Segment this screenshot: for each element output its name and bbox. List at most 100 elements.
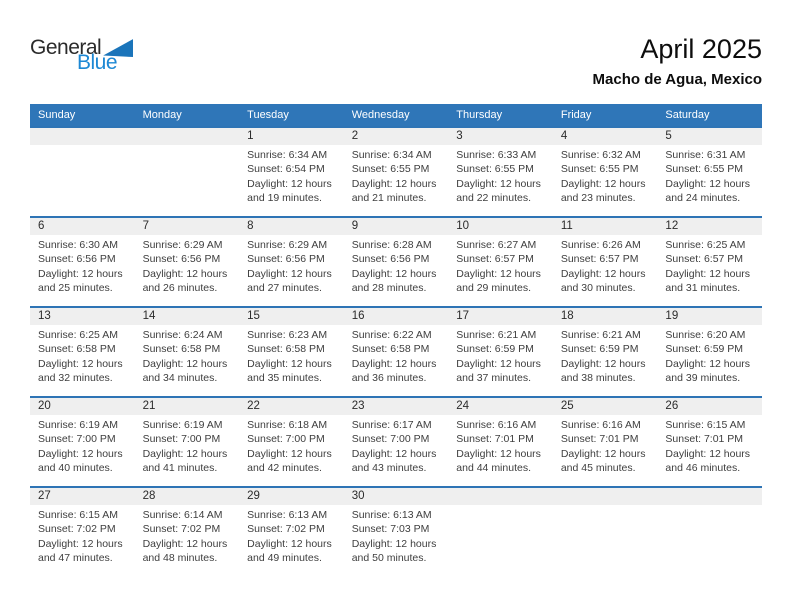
day-info: Sunrise: 6:32 AM Sunset: 6:55 PM Daylight:… [553,145,658,205]
day-info-line: Daylight: 12 hours [142,267,228,280]
day-info-line: Sunrise: 6:32 AM [560,149,641,161]
day-info-line: Daylight: 12 hours [351,537,437,550]
day-info-line: Sunset: 6:56 PM [38,253,116,266]
day-info-line: Sunset: 6:58 PM [247,343,325,356]
day-info-line: Sunrise: 6:17 AM [351,419,432,431]
day-info-line: Daylight: 12 hours [560,447,646,460]
day-number: 19 [657,308,762,325]
day-cell: 20 Sunrise: 6:19 AM Sunset: 7:00 PM Dayligh… [30,398,135,486]
day-info-line: Daylight: 12 hours [560,267,646,280]
day-info-line: Daylight: 12 hours [38,357,123,370]
day-info-line: Daylight: 12 hours [38,267,123,280]
day-number: 29 [239,488,344,505]
day-info-line: Sunrise: 6:34 AM [247,149,328,161]
day-cell: 12 Sunrise: 6:25 AM Sunset: 6:57 PM Dayligh… [657,218,762,306]
day-cell: 23 Sunrise: 6:17 AM Sunset: 7:00 PM Dayligh… [343,398,449,486]
day-info-line: Sunrise: 6:34 AM [351,149,432,161]
day-info: Sunrise: 6:21 AM Sunset: 6:59 PM Daylight:… [448,325,553,385]
day-info-line: Daylight: 12 hours [560,177,646,190]
day-info-line: Sunrise: 6:28 AM [351,239,432,251]
day-info-line: and 43 minutes. [351,461,427,474]
day-info-line: Daylight: 12 hours [665,447,751,460]
day-cell: 29 Sunrise: 6:13 AM Sunset: 7:02 PM Dayligh… [239,488,344,576]
day-cell: 28 Sunrise: 6:14 AM Sunset: 7:02 PM Dayligh… [134,488,240,576]
day-number: 16 [343,308,449,325]
week-row: 27 Sunrise: 6:15 AM Sunset: 7:02 PM Dayligh… [30,486,762,576]
day-info-line: and 49 minutes. [247,551,322,564]
day-cell: 3 Sunrise: 6:33 AM Sunset: 6:55 PM Daylight… [448,128,553,216]
day-number [30,128,135,145]
day-number: 21 [134,398,240,415]
weekday-monday: Monday [142,109,182,121]
weekday-sunday: Sunday [38,109,76,121]
day-info-line: Sunrise: 6:31 AM [665,149,746,161]
day-info: Sunrise: 6:34 AM Sunset: 6:55 PM Daylight:… [344,145,449,205]
day-cell: 10 Sunrise: 6:27 AM Sunset: 6:57 PM Dayligh… [448,218,553,306]
day-info-line: Daylight: 12 hours [351,177,437,190]
day-info-line: Daylight: 12 hours [560,357,646,370]
day-info: Sunrise: 6:28 AM Sunset: 6:56 PM Daylight:… [344,235,449,295]
day-info-line: Sunset: 6:57 PM [456,253,534,266]
day-info-line: Sunrise: 6:25 AM [38,329,118,341]
day-info-line: Sunset: 7:00 PM [351,433,430,446]
day-cell: 27 Sunrise: 6:15 AM Sunset: 7:02 PM Dayligh… [30,488,135,576]
day-info: Sunrise: 6:34 AM Sunset: 6:54 PM Daylight:… [239,145,344,205]
day-info-line: Sunset: 7:01 PM [456,433,534,446]
day-cell: 11 Sunrise: 6:26 AM Sunset: 6:57 PM Dayligh… [552,218,658,306]
day-info: Sunrise: 6:15 AM Sunset: 7:02 PM Daylight:… [30,505,135,565]
day-number: 30 [343,488,449,505]
day-info-line: and 44 minutes. [456,461,531,474]
day-cell: 25 Sunrise: 6:16 AM Sunset: 7:01 PM Dayligh… [552,398,658,486]
weekday-thursday: Thursday [456,109,503,121]
day-info-line: Sunrise: 6:21 AM [456,329,537,341]
day-info-line: and 45 minutes. [560,461,636,474]
day-info-line: Sunset: 7:00 PM [142,433,221,446]
day-info: Sunrise: 6:25 AM Sunset: 6:57 PM Daylight:… [657,235,762,295]
day-info-line: Sunset: 6:57 PM [560,253,639,266]
day-info-line: Sunset: 7:01 PM [560,433,639,446]
day-info-line: Sunrise: 6:30 AM [38,239,118,251]
day-info-line: Daylight: 12 hours [456,447,541,460]
day-info-line: and 39 minutes. [665,371,741,384]
day-number: 18 [552,308,658,325]
day-number: 20 [30,398,135,415]
day-info: Sunrise: 6:22 AM Sunset: 6:58 PM Daylight:… [344,325,449,385]
day-number: 10 [448,218,553,235]
day-info-line: Sunset: 6:55 PM [456,163,534,176]
day-info-line: Sunset: 7:00 PM [247,433,325,446]
day-number: 14 [134,308,240,325]
day-info-line: Sunset: 6:56 PM [247,253,325,266]
logo-triangle-icon [103,39,134,57]
day-info-line: Daylight: 12 hours [38,537,123,550]
day-number: 12 [657,218,762,235]
day-info-line: and 28 minutes. [351,281,427,294]
general-blue-logo: General Blue [30,37,160,73]
day-number: 11 [552,218,658,235]
day-cell: 22 Sunrise: 6:18 AM Sunset: 7:00 PM Dayligh… [239,398,344,486]
day-number: 22 [239,398,344,415]
day-info-line: Sunrise: 6:16 AM [456,419,537,431]
day-info-line: Sunset: 7:03 PM [351,523,430,536]
day-info [553,505,658,508]
day-info-line: Sunset: 6:58 PM [38,343,116,356]
day-info-line: and 47 minutes. [38,551,113,564]
day-info: Sunrise: 6:24 AM Sunset: 6:58 PM Daylight:… [135,325,240,385]
day-info: Sunrise: 6:30 AM Sunset: 6:56 PM Daylight:… [30,235,135,295]
day-cell: 4 Sunrise: 6:32 AM Sunset: 6:55 PM Daylight… [552,128,658,216]
day-info-line: Daylight: 12 hours [142,537,228,550]
day-info: Sunrise: 6:14 AM Sunset: 7:02 PM Daylight:… [135,505,240,565]
day-info-line: Daylight: 12 hours [142,357,228,370]
day-number: 15 [239,308,344,325]
day-info: Sunrise: 6:25 AM Sunset: 6:58 PM Daylight:… [30,325,135,385]
day-info-line: Sunrise: 6:25 AM [665,239,746,251]
weekday-tuesday: Tuesday [247,109,289,121]
day-info: Sunrise: 6:18 AM Sunset: 7:00 PM Daylight:… [239,415,344,475]
day-info-line: Sunrise: 6:16 AM [560,419,641,431]
day-cell: 7 Sunrise: 6:29 AM Sunset: 6:56 PM Daylight… [134,218,240,306]
day-info-line: Sunrise: 6:13 AM [247,509,328,521]
day-info: Sunrise: 6:13 AM Sunset: 7:03 PM Daylight:… [344,505,449,565]
day-cell [134,128,240,216]
day-info: Sunrise: 6:13 AM Sunset: 7:02 PM Daylight:… [239,505,344,565]
day-info-line: Daylight: 12 hours [351,357,437,370]
day-info-line: and 24 minutes. [665,191,741,204]
